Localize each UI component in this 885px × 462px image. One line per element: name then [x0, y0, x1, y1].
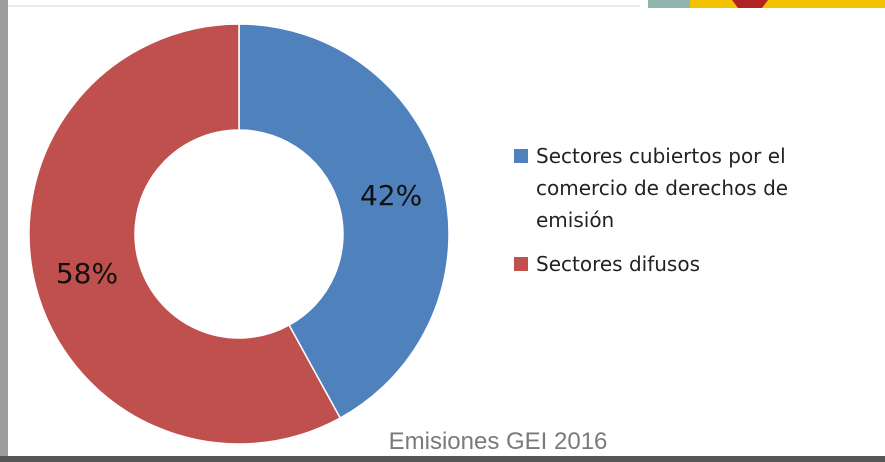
legend-label-line: comercio de derechos de [536, 176, 788, 200]
chart-legend: Sectores cubiertos por el comercio de der… [514, 144, 788, 276]
donut-slice-sectores-difusos [28, 23, 342, 445]
data-labels: 42% 58% [56, 179, 422, 290]
corner-emblem [648, 0, 885, 8]
legend-label-line: Sectores difusos [536, 252, 700, 276]
emblem-teal-block [648, 0, 690, 8]
emblem-gold-block [690, 0, 885, 8]
emblem-seal-icon [732, 0, 768, 8]
frame-bottom-edge [0, 456, 885, 462]
donut-chart [28, 23, 450, 445]
legend-item-sectores-cubiertos: Sectores cubiertos por el comercio de der… [514, 144, 788, 232]
footer-caption: Emisiones GEI 2016 [389, 428, 608, 455]
legend-swatch [514, 257, 528, 271]
legend-label-line: emisión [536, 208, 614, 232]
donut-slice-sectores-cubiertos [238, 23, 450, 420]
data-label-sectores-cubiertos: 42% [360, 179, 422, 212]
frame-left-edge [0, 0, 8, 462]
legend-label-line: Sectores cubiertos por el [536, 144, 786, 168]
legend-swatch [514, 149, 528, 163]
legend-item-sectores-difusos: Sectores difusos [514, 252, 700, 276]
data-label-sectores-difusos: 58% [56, 257, 118, 290]
